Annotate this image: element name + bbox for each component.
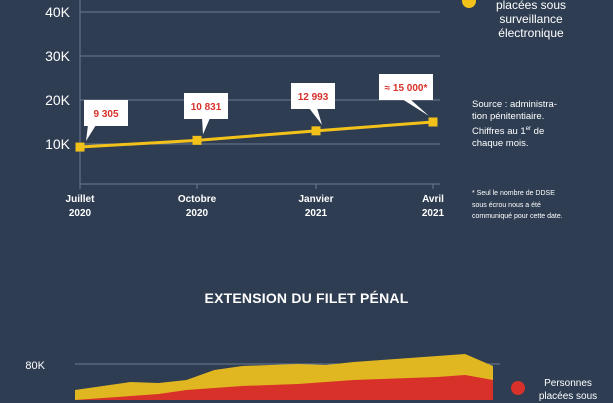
legend-line: surveillance [499,12,563,26]
data-label: ≈ 15 000* [385,83,428,94]
x-tick-label: Janvier 2021 [298,194,333,219]
data-label-pointer [202,118,210,135]
source-line: chaque mois. [472,138,529,150]
legend-label-surveillance: placées sous surveillance électronique [486,0,576,40]
data-label-pointer [309,108,322,125]
footnote-line: communiqué pour cette date. [472,213,563,220]
data-point [428,117,438,127]
legend-line: placées sous [495,0,567,12]
legend-marker-persons [511,381,525,395]
data-label: 9 305 [93,109,118,120]
legend-label-persons: Personnes placées sous [528,377,608,403]
data-label-box [84,100,128,126]
source-line: Chiffres au 1er de [472,126,545,138]
section-title: EXTENSION DU FILET PÉNAL [204,290,409,306]
data-point [311,126,321,136]
series-line-surveillance [79,120,434,149]
data-label-box [291,83,335,109]
y-tick-label: 80K [25,360,45,372]
area-series-persons [75,375,493,400]
y-tick-label: 30K [45,48,71,64]
data-point [75,142,85,152]
y-tick-label: 10K [45,136,71,152]
footnote-line: * Seul le nombre de DDSE [472,190,555,197]
data-label-box [184,93,228,119]
x-tick-label: Avril 2021 [422,194,445,219]
legend-line: électronique [498,26,564,40]
legend-marker-surveillance [462,0,476,8]
data-label: 10 831 [191,102,222,113]
x-tick-label: Octobre 2020 [178,194,217,219]
data-point [192,135,202,145]
legend-line: placées sous [538,391,598,402]
footnote: * Seul le nombre de DDSE sous écrou nous… [472,188,602,223]
y-tick-label: 40K [45,4,71,20]
data-label-pointer [402,99,429,116]
legend-line: Personnes [544,378,592,389]
footnote-line: sous écrou nous a été [472,201,541,209]
source-line: tion pénitentiaire. [472,111,545,122]
data-label-box [379,74,433,100]
data-label-pointer [86,125,96,142]
x-tick-label: Juillet 2020 [66,194,96,219]
data-label: 12 993 [298,92,329,103]
source-line: Source : administra- [472,99,558,110]
y-tick-label: 20K [45,92,71,108]
source-note: Source : administra- tion pénitentiaire.… [472,99,592,150]
